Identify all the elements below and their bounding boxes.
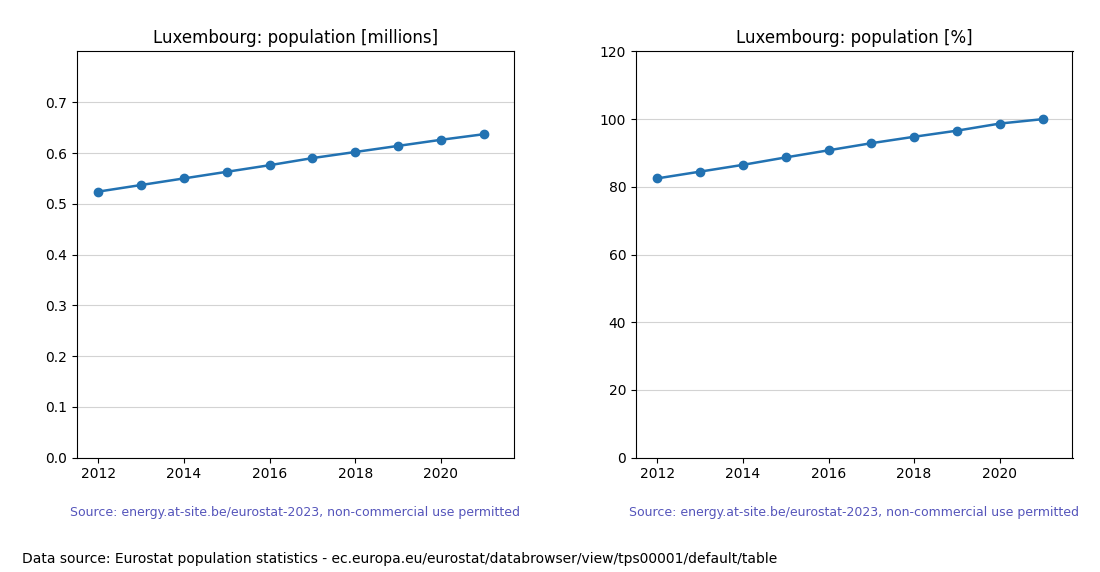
Text: Source: energy.at-site.be/eurostat-2023, non-commercial use permitted: Source: energy.at-site.be/eurostat-2023,… bbox=[70, 506, 520, 519]
Title: Luxembourg: population [%]: Luxembourg: population [%] bbox=[736, 29, 972, 47]
Title: Luxembourg: population [millions]: Luxembourg: population [millions] bbox=[153, 29, 438, 47]
Text: Source: energy.at-site.be/eurostat-2023, non-commercial use permitted: Source: energy.at-site.be/eurostat-2023,… bbox=[629, 506, 1079, 519]
Text: Data source: Eurostat population statistics - ec.europa.eu/eurostat/databrowser/: Data source: Eurostat population statist… bbox=[22, 553, 778, 566]
